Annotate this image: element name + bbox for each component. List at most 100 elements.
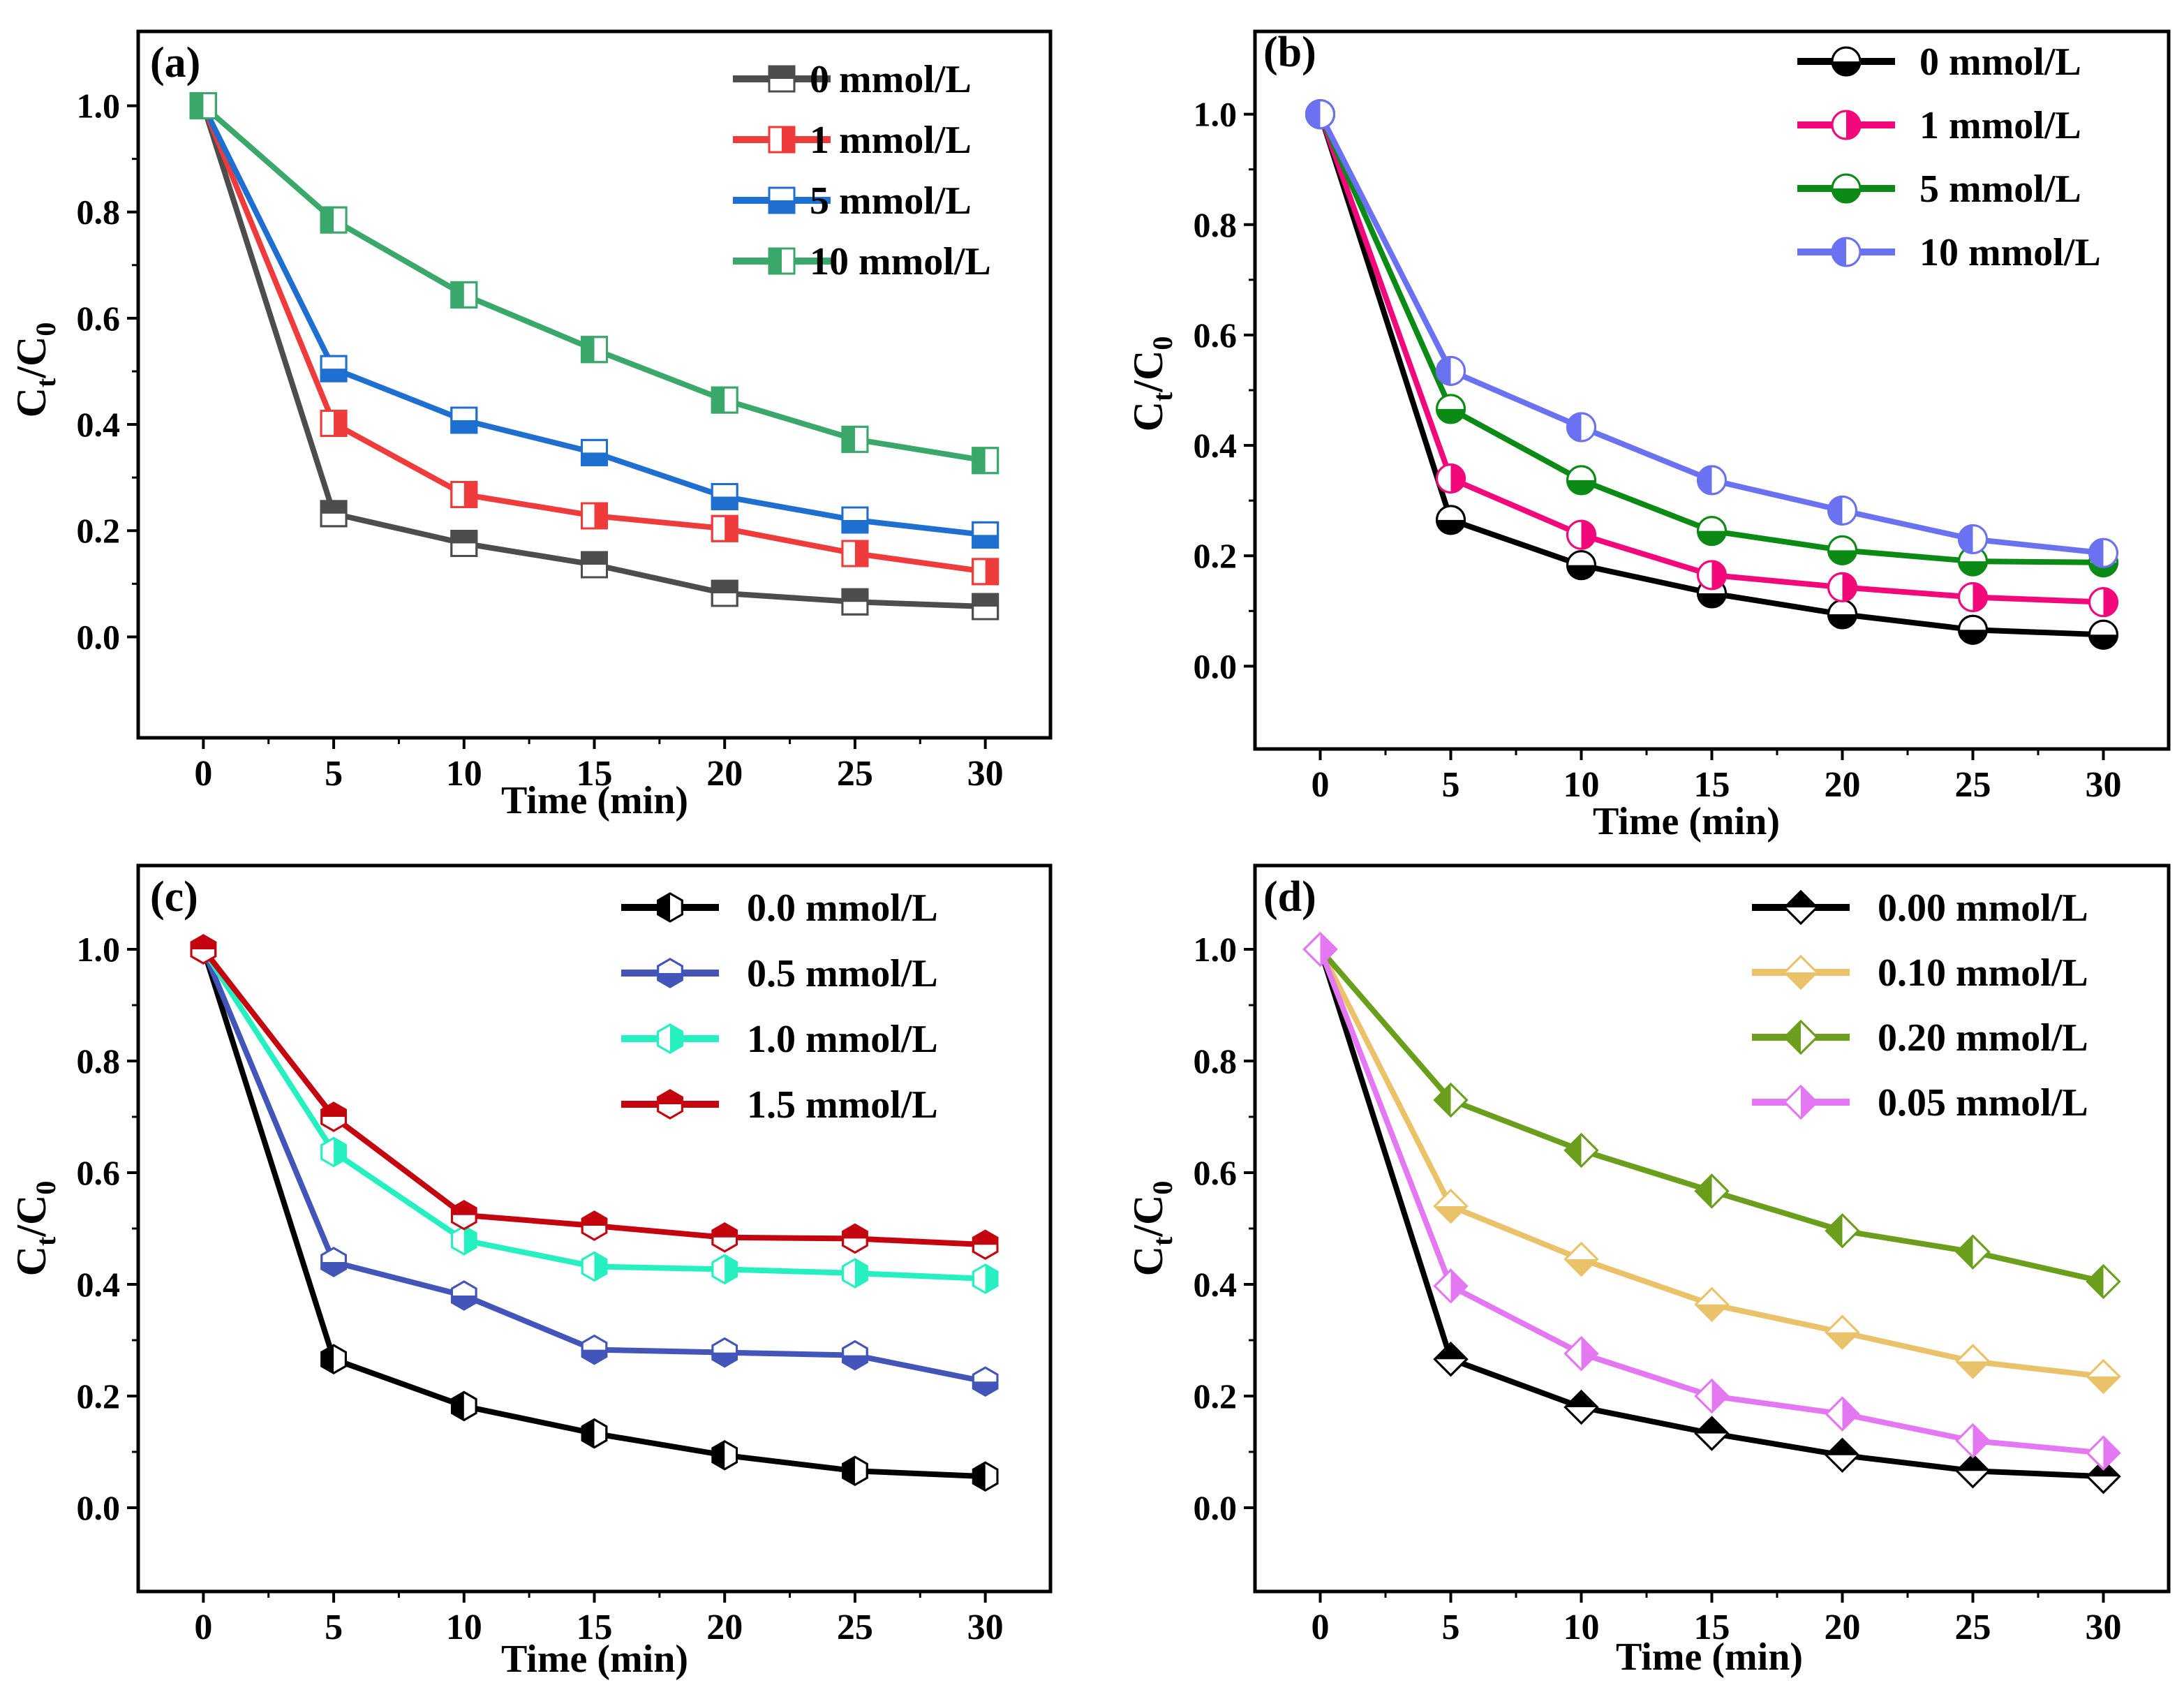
y-axis-label-part: /C bbox=[8, 1195, 54, 1238]
x-tick-label: 20 bbox=[1825, 765, 1861, 805]
data-point bbox=[320, 410, 348, 438]
y-axis-label-part: C bbox=[1125, 401, 1171, 431]
data-point bbox=[1955, 1423, 1991, 1459]
y-tick-label: 1.0 bbox=[1194, 95, 1238, 134]
legend-label: 0.05 mmol/L bbox=[1878, 1081, 2088, 1125]
data-point bbox=[1825, 1314, 1860, 1350]
y-axis-label: Ct/C0 bbox=[1125, 1181, 1178, 1277]
data-point bbox=[1958, 546, 1988, 577]
data-point bbox=[1433, 1342, 1469, 1377]
data-point bbox=[1825, 1396, 1860, 1432]
data-point bbox=[320, 1136, 347, 1168]
x-tick-label: 15 bbox=[577, 1608, 613, 1647]
data-point bbox=[320, 355, 348, 383]
legend-label: 0.10 mmol/L bbox=[1878, 951, 2088, 995]
y-axis-label-part: 0 bbox=[30, 322, 61, 336]
data-point bbox=[972, 1263, 999, 1294]
y-tick-label: 0.6 bbox=[1194, 316, 1238, 355]
data-point bbox=[1694, 1286, 1730, 1322]
y-tick-label: 0.4 bbox=[1194, 1265, 1238, 1304]
data-point bbox=[1827, 535, 1857, 565]
data-point bbox=[581, 336, 608, 364]
legend-label: 10 mmol/L bbox=[810, 240, 991, 283]
y-axis-label-part: C bbox=[8, 1246, 54, 1276]
y-tick-label: 0.8 bbox=[77, 1041, 121, 1081]
data-point bbox=[581, 1251, 608, 1282]
data-point bbox=[1697, 465, 1727, 496]
x-tick-label: 20 bbox=[1825, 1608, 1861, 1647]
y-axis-label-part: t bbox=[1147, 392, 1178, 401]
data-point bbox=[2086, 1263, 2121, 1300]
legend-label: 0 mmol/L bbox=[810, 58, 972, 101]
data-point bbox=[2086, 1358, 2121, 1395]
y-axis-label-part: t bbox=[1147, 1236, 1178, 1246]
x-tick-label: 15 bbox=[577, 754, 613, 794]
series-4 bbox=[189, 92, 1000, 475]
data-point bbox=[1566, 519, 1596, 550]
data-point bbox=[842, 1340, 868, 1371]
data-point bbox=[581, 502, 608, 530]
x-tick-label: 25 bbox=[1955, 1608, 1991, 1647]
data-point bbox=[320, 500, 348, 528]
legend-item: 0.05 mmol/L bbox=[1752, 1081, 2088, 1125]
data-point bbox=[711, 1222, 738, 1253]
data-point bbox=[1433, 1268, 1469, 1304]
data-point bbox=[711, 386, 738, 414]
y-tick-label: 0.2 bbox=[77, 511, 121, 550]
data-point bbox=[1566, 412, 1596, 443]
legend-item: 1 mmol/L bbox=[1797, 104, 2081, 147]
x-axis-label: Time (min) bbox=[1593, 800, 1780, 843]
data-point bbox=[1563, 1389, 1599, 1425]
panel-label: (d) bbox=[1263, 873, 1316, 921]
data-point bbox=[1433, 1082, 1469, 1118]
x-tick-label: 5 bbox=[1442, 1608, 1460, 1647]
data-point bbox=[2088, 619, 2118, 650]
x-tick-label: 10 bbox=[1563, 765, 1600, 805]
legend-item: 0 mmol/L bbox=[1797, 40, 2081, 84]
x-tick-label: 15 bbox=[1694, 1608, 1730, 1647]
data-point bbox=[1302, 931, 1338, 967]
legend-label: 0.5 mmol/L bbox=[747, 952, 938, 995]
data-point bbox=[450, 481, 478, 509]
data-point bbox=[1563, 1336, 1599, 1372]
data-point bbox=[1955, 1344, 1991, 1379]
series-4 bbox=[1302, 931, 2121, 1471]
series-2 bbox=[190, 934, 999, 1397]
legend-item: 0.00 mmol/L bbox=[1752, 886, 2088, 930]
y-axis-label: Ct/C0 bbox=[1125, 336, 1178, 432]
data-point bbox=[1563, 1132, 1599, 1168]
legend-label: 1 mmol/L bbox=[810, 119, 972, 162]
y-tick-label: 0.8 bbox=[1194, 205, 1238, 244]
data-point bbox=[1694, 1173, 1730, 1209]
x-tick-label: 20 bbox=[706, 754, 743, 794]
data-point bbox=[581, 551, 608, 579]
data-point bbox=[1827, 572, 1857, 602]
legend-item: 10 mmol/L bbox=[1797, 231, 2101, 274]
data-point bbox=[1955, 1234, 1991, 1270]
x-tick-label: 0 bbox=[194, 754, 212, 794]
legend-label: 1.0 mmol/L bbox=[747, 1018, 938, 1061]
data-point bbox=[1694, 1378, 1730, 1414]
data-point bbox=[450, 1225, 477, 1256]
data-point bbox=[2088, 587, 2118, 618]
legend-item: 0.5 mmol/L bbox=[621, 952, 938, 995]
y-axis-label-part: /C bbox=[1125, 350, 1171, 393]
data-point bbox=[972, 558, 1000, 586]
chart-panel-1: 0 5 10 15 20 25 30 0.0 0.2 0.4 0.6 0.8 1.0 Time (min)… bbox=[8, 29, 1053, 822]
data-point bbox=[1305, 99, 1335, 130]
data-point bbox=[711, 1440, 738, 1471]
legend-label: 5 mmol/L bbox=[1919, 168, 2081, 211]
data-point bbox=[841, 540, 869, 567]
y-tick-label: 1.0 bbox=[1194, 930, 1238, 969]
y-tick-label: 0.8 bbox=[77, 193, 121, 232]
y-tick-label: 0.0 bbox=[1194, 1488, 1238, 1527]
data-point bbox=[842, 1258, 868, 1289]
data-point bbox=[450, 1390, 477, 1422]
data-point bbox=[1827, 599, 1857, 630]
data-point bbox=[1433, 1188, 1469, 1224]
y-tick-label: 0.4 bbox=[1194, 426, 1238, 465]
legend-label: 0.00 mmol/L bbox=[1878, 886, 2088, 930]
x-tick-label: 5 bbox=[325, 1608, 343, 1647]
data-point bbox=[1958, 582, 1988, 613]
y-axis-label-part: t bbox=[30, 1236, 61, 1246]
